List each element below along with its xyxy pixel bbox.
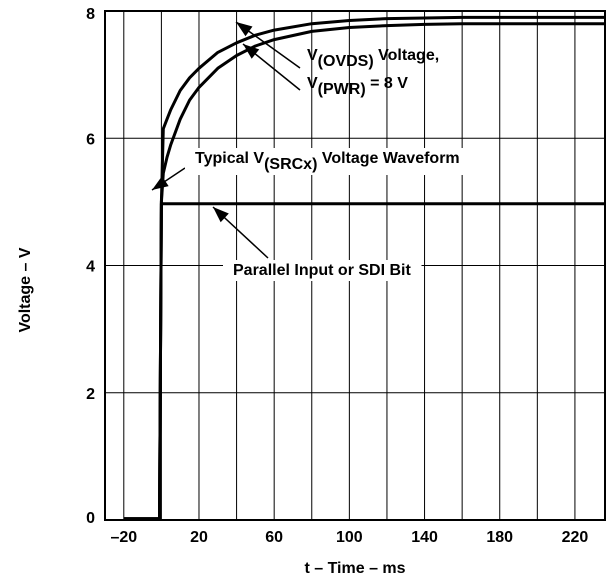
series-line-1 — [123, 15, 605, 521]
y-tick-label: 6 — [86, 131, 95, 148]
y-tick-label: 0 — [86, 510, 95, 527]
y-axis-label: Voltage – V — [17, 247, 34, 332]
x-tick-label: 180 — [486, 529, 513, 546]
arrow-srcx — [151, 167, 186, 191]
annotation-arrows — [151, 21, 301, 259]
arrow-head — [152, 176, 169, 190]
x-tick-label: 140 — [411, 529, 438, 546]
y-tick-label: 4 — [86, 259, 95, 276]
plot-frame — [104, 10, 606, 521]
arrow-ovds-bottom — [242, 43, 301, 91]
arrow-head — [243, 44, 260, 59]
x-axis-label: t – Time – ms — [304, 560, 405, 577]
x-tick-label: 20 — [190, 529, 208, 546]
annotation-2: Typical V(SRCx) Voltage Waveform — [185, 148, 470, 175]
annotation-1: V(OVDS) Voltage, V(PWR) = 8 V — [307, 47, 439, 98]
annotation-text: V(OVDS) Voltage, — [307, 47, 439, 70]
arrow-head — [213, 207, 229, 223]
x-tick-label: 220 — [562, 529, 589, 546]
annotation-background — [185, 148, 470, 175]
x-tick-label: 60 — [265, 529, 283, 546]
y-tick-label: 2 — [86, 386, 95, 403]
x-tick-labels: –20 20 60 100 140 180 220 — [110, 529, 588, 546]
annotation-3: Parallel Input or SDI Bit — [223, 260, 422, 281]
x-tick-label: –20 — [110, 529, 137, 546]
y-tick-label: 8 — [86, 6, 95, 23]
y-tick-labels: 0 2 4 6 8 — [86, 6, 95, 527]
x-tick-label: 100 — [336, 529, 363, 546]
annotation-text: Parallel Input or SDI Bit — [233, 262, 411, 279]
series-line-3 — [123, 202, 605, 521]
annotation-background — [223, 260, 422, 281]
arrow-ovds-top — [235, 21, 301, 69]
arrow-head — [236, 22, 253, 37]
annotation-text: V(PWR) = 8 V — [307, 75, 408, 98]
arrow-parallel-input — [212, 206, 269, 259]
annotation-text: Typical V(SRCx) Voltage Waveform — [195, 150, 460, 173]
annotations: V(OVDS) Voltage, V(PWR) = 8 V Typical V(SR… — [185, 47, 470, 281]
